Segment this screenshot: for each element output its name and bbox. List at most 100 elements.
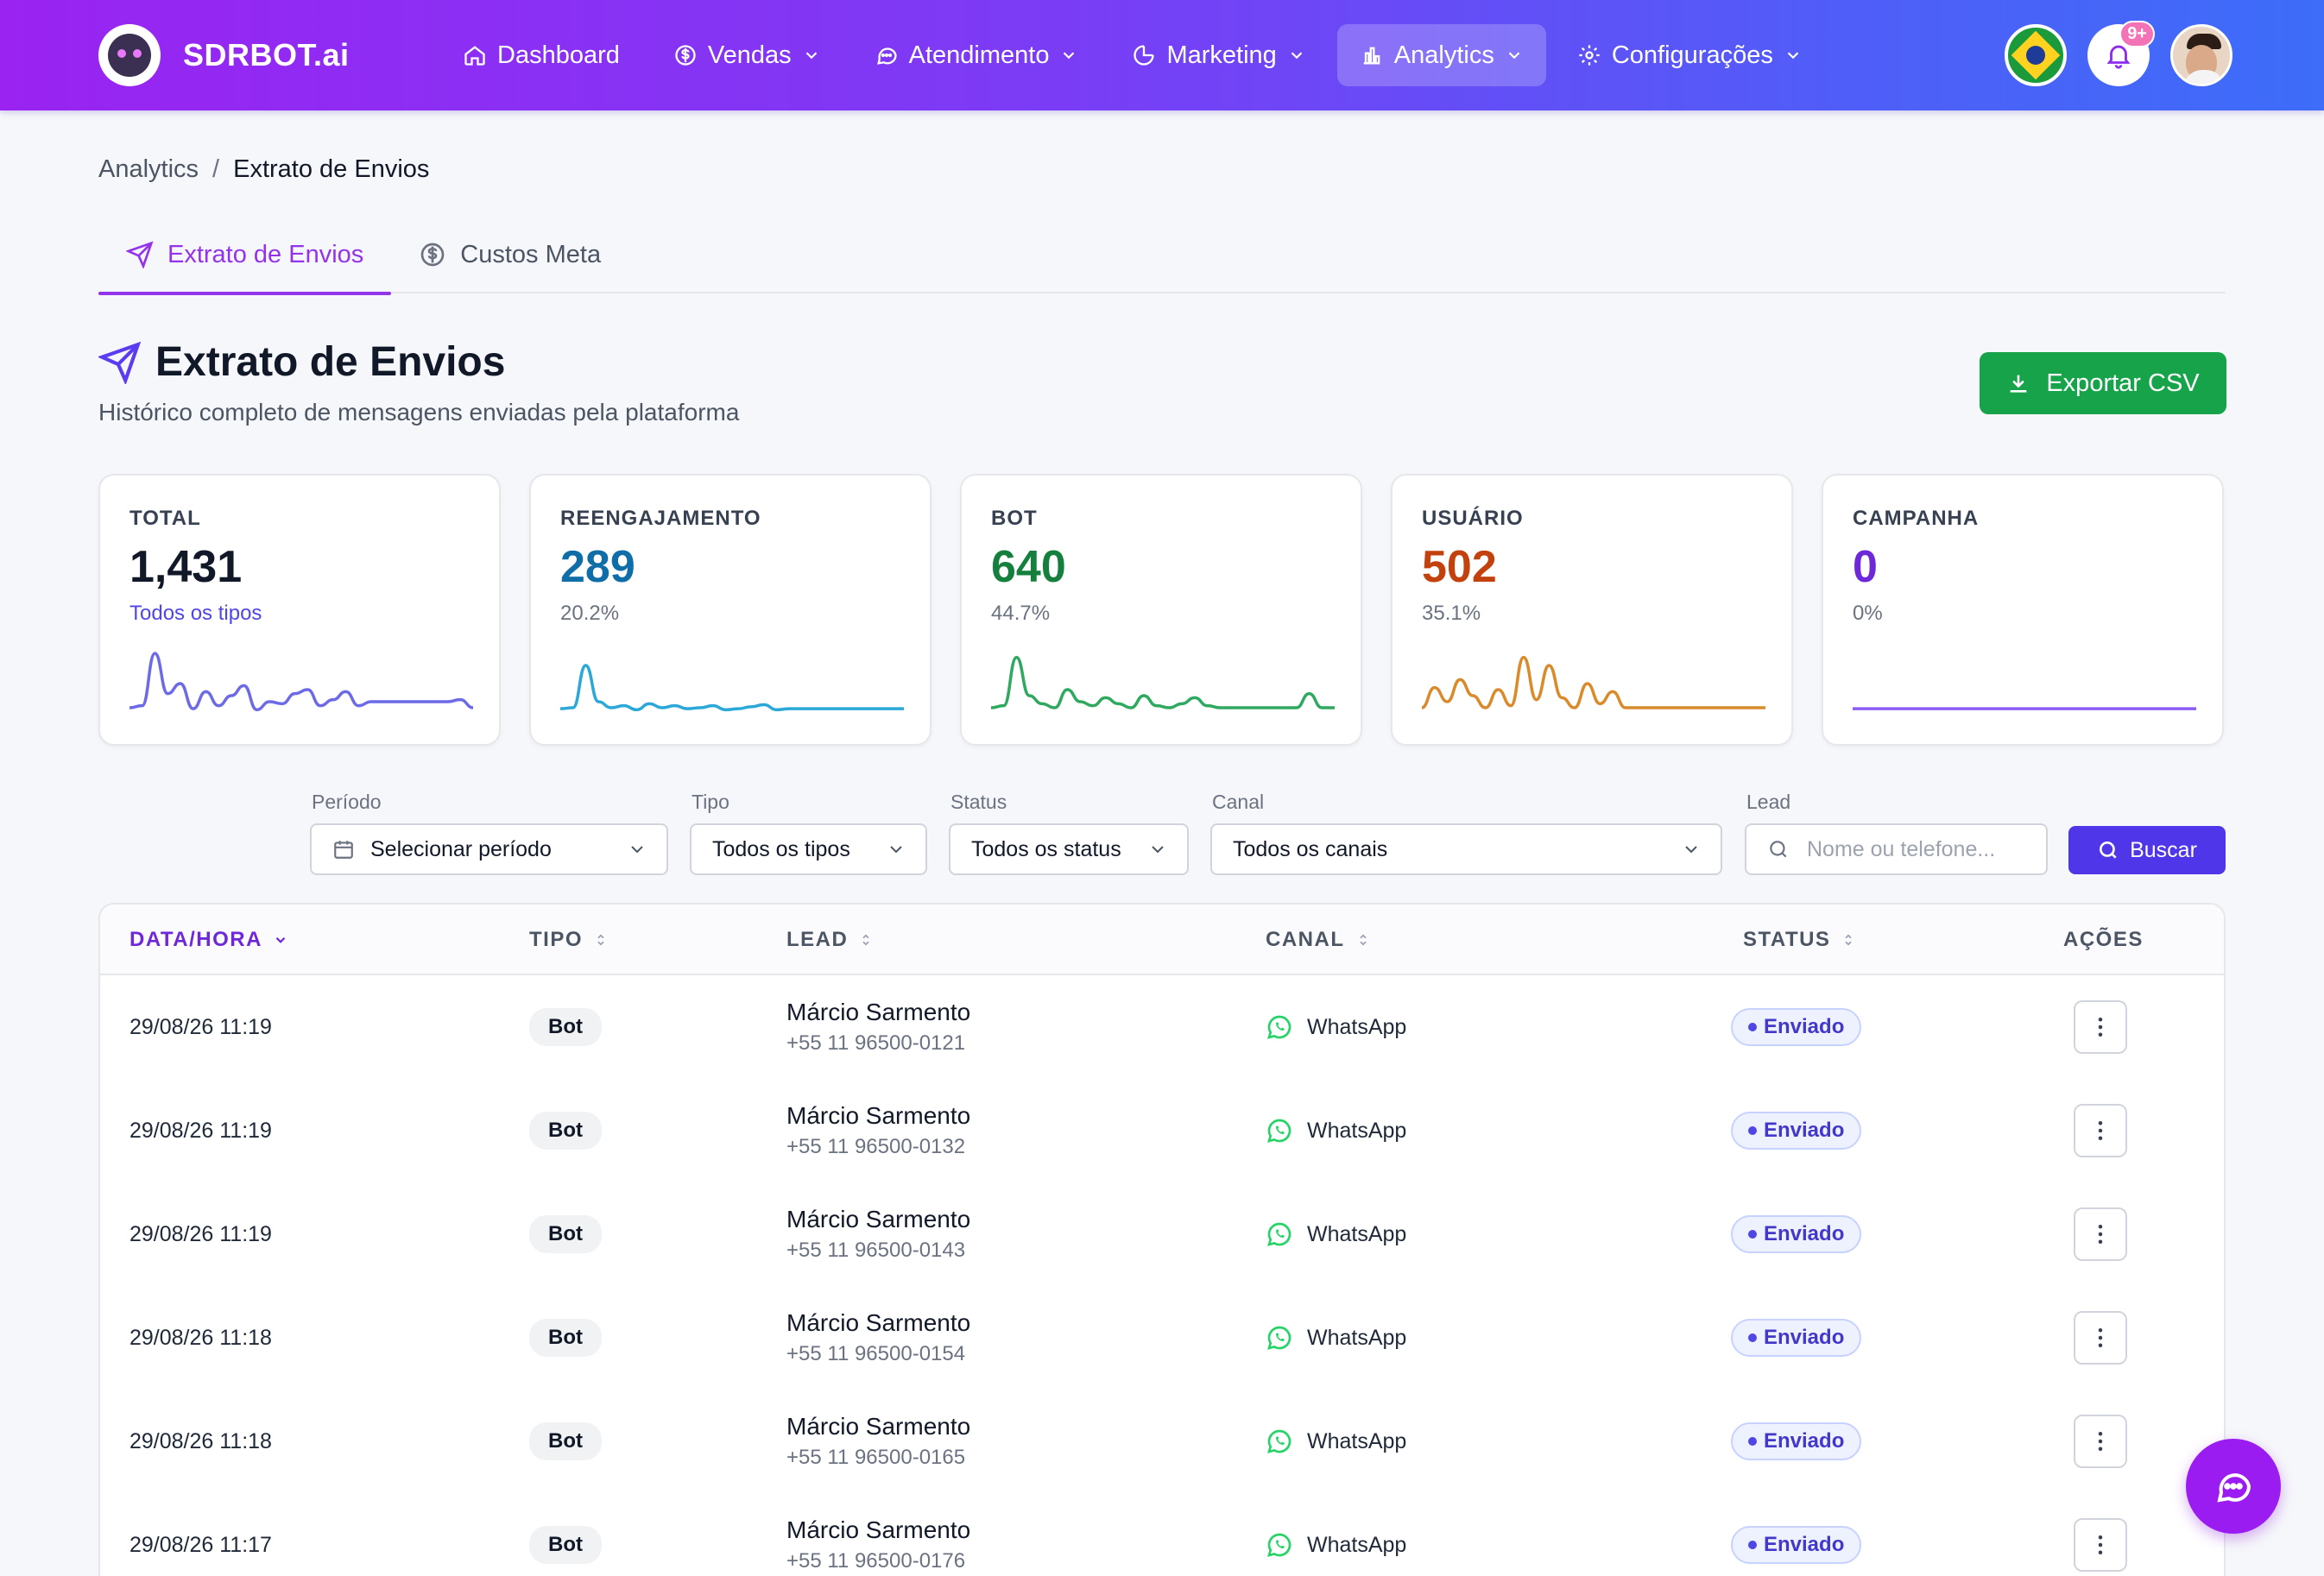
- status-select[interactable]: Todos os status: [949, 823, 1189, 875]
- sort-icon: [1359, 934, 1367, 946]
- row-actions-button[interactable]: [2074, 1000, 2127, 1054]
- column-header-tipo[interactable]: TIPO: [529, 905, 609, 975]
- chevron-down-icon: [1685, 846, 1697, 854]
- row-actions-button[interactable]: [2074, 1207, 2127, 1261]
- canal-text: WhatsApp: [1307, 1221, 1407, 1246]
- nav-item-label: Atendimento: [908, 41, 1050, 69]
- breadcrumb-parent[interactable]: Analytics: [98, 155, 199, 183]
- lead-name[interactable]: Márcio Sarmento: [786, 1102, 971, 1129]
- column-header-data-hora[interactable]: DATA/HORA: [129, 905, 288, 975]
- nav-item-marketing[interactable]: Marketing: [1109, 24, 1328, 86]
- nav-item-configuracoes[interactable]: Configurações: [1555, 24, 1825, 86]
- export-csv-button[interactable]: Exportar CSV: [1980, 352, 2226, 414]
- nav-item-analytics[interactable]: Analytics: [1336, 24, 1546, 86]
- brazil-flag-icon[interactable]: [2005, 24, 2067, 86]
- status-badge: Enviado: [1731, 1008, 1862, 1046]
- row-actions-button[interactable]: [2074, 1104, 2127, 1157]
- column-header-label: STATUS: [1743, 928, 1831, 951]
- canal-text: WhatsApp: [1307, 1428, 1407, 1453]
- tab-extrato-de-envios[interactable]: Extrato de Envios: [98, 216, 392, 295]
- row-actions-button[interactable]: [2074, 1518, 2127, 1572]
- table-row: 29/08/26 11:19 Bot Márcio Sarmento +55 1…: [100, 975, 2224, 1079]
- pie-chart-icon: [1134, 45, 1155, 66]
- cell-lead: Márcio Sarmento +55 11 96500-0154: [786, 1286, 970, 1390]
- stat-label: REENGAJAMENTO: [560, 507, 761, 530]
- cell-acoes: [2074, 975, 2127, 1079]
- lead-name[interactable]: Márcio Sarmento: [786, 999, 971, 1025]
- whatsapp-icon: [1267, 1222, 1291, 1246]
- cell-canal: WhatsApp: [1266, 1286, 1406, 1390]
- cell-lead: Márcio Sarmento +55 11 96500-0143: [786, 1182, 970, 1286]
- lead-name[interactable]: Márcio Sarmento: [786, 1516, 971, 1543]
- brand[interactable]: SDRBOT.ai: [98, 24, 350, 86]
- whatsapp-icon: [1267, 1533, 1291, 1557]
- filter-label-lead: Lead: [1746, 791, 1791, 813]
- column-header-lead[interactable]: LEAD: [786, 905, 874, 975]
- send-icon: [98, 341, 142, 384]
- status-text: Enviado: [1764, 1222, 1845, 1245]
- row-actions-button[interactable]: [2074, 1311, 2127, 1365]
- datetime-text: 29/08/26 11:18: [129, 1428, 272, 1453]
- stat-value: 1,431: [129, 542, 243, 592]
- lead-search-placeholder: Nome ou telefone...: [1807, 836, 1996, 861]
- stat-value: 502: [1422, 542, 1497, 592]
- cell-tipo: Bot: [529, 1390, 602, 1493]
- canal-select[interactable]: Todos os canais: [1210, 823, 1722, 875]
- status-dot-icon: [1748, 1333, 1757, 1342]
- lead-search-input[interactable]: Nome ou telefone...: [1745, 823, 2048, 875]
- cell-acoes: [2074, 1390, 2127, 1493]
- status-badge: Enviado: [1731, 1112, 1862, 1150]
- search-button-label: Buscar: [2130, 837, 2197, 862]
- lead-phone: +55 11 96500-0121: [786, 1031, 966, 1055]
- chevron-down-icon: [1291, 52, 1303, 60]
- cell-tipo: Bot: [529, 1182, 602, 1286]
- sparkline-path: [991, 655, 1335, 709]
- sort-icon: [597, 934, 604, 946]
- lead-name[interactable]: Márcio Sarmento: [786, 1309, 971, 1336]
- cell-status: Enviado: [1731, 1493, 1862, 1576]
- user-avatar[interactable]: [2170, 24, 2232, 86]
- column-header-status[interactable]: STATUS: [1743, 905, 1856, 975]
- cell-tipo: Bot: [529, 1493, 602, 1576]
- status-dot-icon: [1748, 1541, 1757, 1549]
- sparkline-chart: [560, 664, 904, 712]
- canal-text: WhatsApp: [1307, 1014, 1407, 1039]
- stat-card-campanha: CAMPANHA 0 0%: [1822, 474, 2224, 746]
- filter-label-status: Status: [950, 791, 1007, 813]
- chat-support-button[interactable]: [2186, 1439, 2281, 1534]
- lead-phone: +55 11 96500-0143: [786, 1239, 966, 1262]
- cell-lead: Márcio Sarmento +55 11 96500-0176: [786, 1493, 970, 1576]
- stat-card-bot: BOT 640 44.7%: [960, 474, 1362, 746]
- tab-custos-meta[interactable]: Custos Meta: [391, 216, 628, 293]
- cell-lead: Márcio Sarmento +55 11 96500-0121: [786, 975, 970, 1079]
- status-dot-icon: [1748, 1230, 1757, 1239]
- nav-item-atendimento[interactable]: Atendimento: [852, 24, 1102, 86]
- lead-name[interactable]: Márcio Sarmento: [786, 1413, 971, 1440]
- tipo-select[interactable]: Todos os tipos: [690, 823, 927, 875]
- stat-card-total: TOTAL 1,431 Todos os tipos: [98, 474, 501, 746]
- page-title: Extrato de Envios: [98, 338, 505, 386]
- search-button[interactable]: Buscar: [2068, 826, 2226, 874]
- tipo-badge: Bot: [529, 1422, 602, 1460]
- chevron-down-icon: [631, 846, 643, 854]
- status-dot-icon: [1748, 1126, 1757, 1135]
- cell-lead: Márcio Sarmento +55 11 96500-0132: [786, 1079, 970, 1182]
- notifications-button[interactable]: 9+: [2087, 21, 2155, 86]
- stat-cards: TOTAL 1,431 Todos os tipos REENGAJAMENTO…: [98, 474, 2224, 746]
- datetime-text: 29/08/26 11:17: [129, 1532, 272, 1557]
- sparkline-chart: [1853, 707, 2196, 710]
- column-header-canal[interactable]: CANAL: [1266, 905, 1371, 975]
- canal-text: WhatsApp: [1307, 1325, 1407, 1350]
- cell-canal: WhatsApp: [1266, 1390, 1406, 1493]
- canal-text: WhatsApp: [1307, 1532, 1407, 1557]
- search-icon: [1770, 841, 1787, 858]
- nav-item-dashboard[interactable]: Dashboard: [440, 24, 642, 86]
- filter-label-canal: Canal: [1212, 791, 1265, 813]
- lead-name[interactable]: Márcio Sarmento: [786, 1206, 971, 1232]
- tipo-value: Todos os tipos: [712, 836, 850, 861]
- cell-status: Enviado: [1731, 1079, 1862, 1182]
- nav-item-vendas[interactable]: Vendas: [651, 24, 843, 86]
- periodo-select[interactable]: Selecionar período: [310, 823, 668, 875]
- row-actions-button[interactable]: [2074, 1415, 2127, 1468]
- column-header-label: AÇÕES: [2063, 928, 2144, 951]
